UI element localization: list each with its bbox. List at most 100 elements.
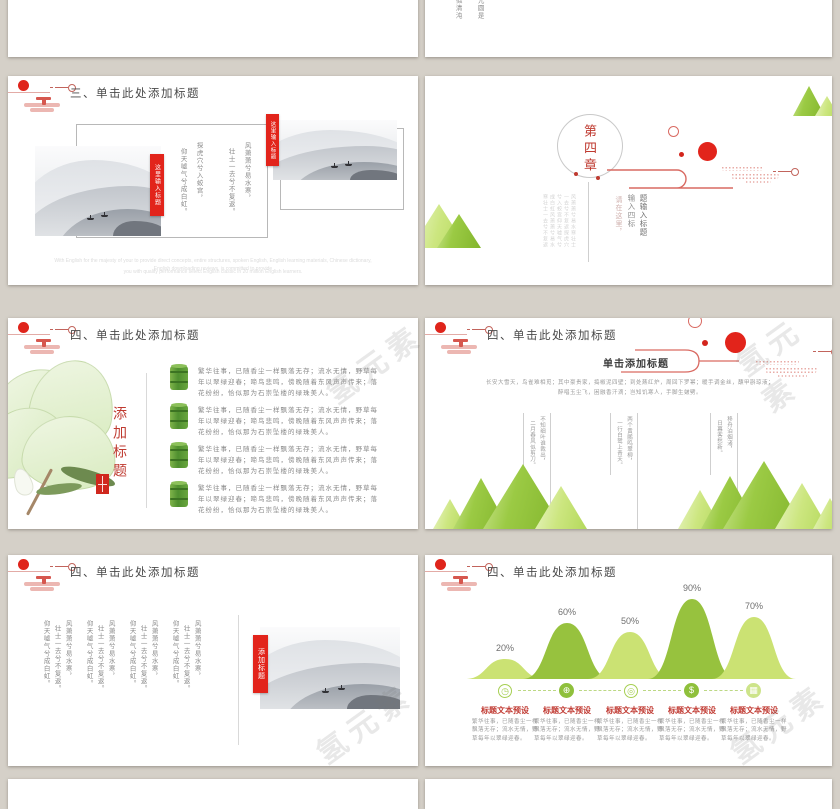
header-line: [8, 92, 50, 93]
vertical-text-column: 风萧萧兮易水寒，: [150, 620, 158, 680]
title-banner: 这里输入标题: [266, 114, 279, 166]
ink-mountain-image: [35, 146, 161, 236]
vertical-text-column: 风萧萧兮易水寒，: [64, 620, 72, 680]
chapter-circle-outline: [557, 114, 623, 178]
auspicious-cloud-icon: [24, 97, 64, 112]
banner-label: 这里输入标题: [153, 164, 160, 206]
vertical-text-column: 不知细叶谁裁出，: [539, 416, 545, 464]
dashed-connector: [518, 690, 556, 691]
red-dot-icon: [679, 152, 684, 157]
dash-circle-icon: [813, 348, 832, 356]
list-item-text: 繁华往事，已随香尘一样飘落无存；流水无情，野草每年以翠绿迎春；啼鸟悲鸣，傍晚随着…: [198, 407, 378, 437]
content-heading: 单击添加标题: [603, 359, 669, 370]
poem-line: 醉唱玉尘飞，困融香汗滴；岂知饥寒人，手脚生皴劈。: [557, 390, 702, 396]
red-dot-icon: [596, 176, 600, 180]
vertical-text-column: 壮士一去兮不复返。: [53, 625, 61, 693]
banner-label: 添加标题: [257, 648, 265, 680]
dollar-icon: $: [684, 683, 699, 698]
dotted-cloud-icon: [731, 173, 779, 179]
item-title: 标题文本预设: [543, 706, 591, 715]
bamboo-cup-icon: [170, 364, 188, 390]
list-item-text: 繁华往事，已随香尘一样飘落无存；流水无情，野草每年以翠绿迎春；啼鸟悲鸣，傍晚随着…: [198, 368, 378, 398]
footer-caption-line2: you with quality performance select Engl…: [123, 269, 303, 275]
item-body: 繁华往事，已随香尘一样飘落无存；流水无情，野草每年以翠绿迎春。: [721, 719, 788, 742]
vertical-text-column: 日暮客愁新。: [716, 420, 722, 456]
footer-caption-line1: With English for the majesty of your to …: [54, 258, 372, 272]
target-icon: ◎: [624, 684, 638, 698]
auspicious-cloud-icon: [441, 576, 481, 591]
slide-thumbnail-partial-left[interactable]: [8, 0, 418, 57]
dotted-cloud-icon: [777, 374, 807, 378]
vertical-divider: [637, 413, 638, 529]
bamboo-cup-icon: [170, 481, 188, 507]
title-banner: 添加标题: [253, 635, 268, 693]
red-dot-icon: [435, 559, 446, 570]
vertical-text-column: 风萧萧兮易水寒，: [107, 620, 115, 680]
auspicious-cloud-icon: [24, 339, 64, 354]
auspicious-cloud-icon: [441, 339, 481, 354]
vertical-text-column: 两个黄鹂鸣翠柳，: [626, 416, 632, 464]
bamboo-cup-icon: [170, 442, 188, 468]
ink-mountain-image-small: [273, 120, 397, 180]
vertical-text-column: 仰天嘘气兮成白虹。: [171, 620, 179, 688]
slide-thumbnail-partial-bottom-right[interactable]: [425, 779, 832, 809]
circle-outline-icon: [688, 318, 702, 328]
item-body: 繁华往事，已随香尘一样飘落无存；流水无情，野草每年以翠绿迎春。: [534, 719, 601, 742]
vertical-text-column: 仰天嘘气兮成白虹。: [85, 620, 93, 688]
percent-label: 60%: [557, 607, 576, 617]
cloud-swirl-line: [621, 349, 739, 373]
cloud-swirl-line: [607, 169, 733, 189]
ink-mountain-image: [260, 627, 400, 709]
vertical-text-column: 似清沌: [454, 0, 462, 20]
seal-stamp-icon: [96, 474, 109, 494]
percent-label: 90%: [682, 583, 701, 593]
subtitle-column: 请在这里，: [615, 196, 622, 236]
vertical-text-column: 壮士一去兮不复返。: [139, 625, 147, 693]
subtitle-column: 题输入标题: [639, 194, 648, 237]
slide-thumbnail-partial-right[interactable]: 似清沌 元圆是: [425, 0, 832, 57]
banner-label: 这里输入标题: [269, 120, 276, 160]
slide-thumbnail-ch4-cover[interactable]: 第四章 风萧萧兮易水寒壮士一去兮不复返探虎穴兮入蛟宫仰天嘘气兮成白虹风萧萧兮易水…: [425, 76, 832, 285]
slide-thumbnail-partial-bottom-left[interactable]: [8, 779, 418, 809]
percent-label: 70%: [744, 601, 763, 611]
dotted-cloud-icon: [755, 360, 799, 365]
circle-outline-icon: [668, 126, 679, 137]
slide-thumbnail-ch4-list[interactable]: 四、单击此处添加标题 添加标题 繁华往事，已随香尘一样飘落无存；流水无情，野草每…: [8, 318, 418, 529]
red-dot-icon: [435, 322, 446, 333]
item-body: 繁华往事，已随香尘一样飘落无存；流水无情，野草每年以翠绿迎春。: [659, 719, 726, 742]
slide-thumbnail-ch4-chart[interactable]: 四、单击此处添加标题 20% 60% 50% 90% 70% ◷ ⊕ ◎ $ ▦…: [425, 555, 832, 766]
building-icon: ▦: [746, 683, 761, 698]
slide-thumbnail-ch3-content[interactable]: 三、单击此处添加标题 这里输入标题 这里输入标题 风萧萧兮易水寒， 壮士一去兮不…: [8, 76, 418, 285]
vertical-divider: [550, 413, 551, 529]
vertical-divider: [710, 413, 711, 475]
dash-circle-icon: [467, 563, 493, 571]
bamboo-cup-icon: [170, 403, 188, 429]
percent-label: 20%: [495, 643, 514, 653]
dash-circle-icon: [467, 326, 493, 334]
vertical-text-column: 壮士一去兮不复返。: [227, 148, 235, 216]
vertical-divider: [610, 413, 611, 475]
list-item-text: 繁华往事，已随香尘一样飘落无存；流水无情，野草每年以翠绿迎春；啼鸟悲鸣，傍晚随着…: [198, 485, 378, 515]
slide-thumbnail-ch4-verses[interactable]: 四、单击此处添加标题 风萧萧兮易水寒， 壮士一去兮不复返。 仰天嘘气兮成白虹。 …: [8, 555, 418, 766]
item-body: 繁华往事，已随香尘一样飘落无存；流水无情，野草每年以翠绿迎春。: [472, 719, 539, 742]
header-line: [8, 571, 50, 572]
vertical-divider: [588, 182, 589, 262]
vertical-text-column: 仰天嘘气兮成白虹。: [42, 620, 50, 688]
percent-label: 50%: [620, 616, 639, 626]
vertical-text-column: 元圆是: [476, 0, 484, 20]
slide-thumbnail-ch4-poem[interactable]: 四、单击此处添加标题 单击添加标题 长安大雪天，鸟雀难相觅；其中豪贵家，捣椒泥四…: [425, 318, 832, 529]
subtitle-column: 输入四标: [627, 194, 636, 228]
red-dot-icon: [18, 322, 29, 333]
vertical-text-column: 一行白鹭上青天。: [616, 420, 622, 468]
item-body: 繁华往事，已随香尘一样飘落无存；流水无情，野草每年以翠绿迎春。: [597, 719, 664, 742]
dotted-cloud-icon: [745, 180, 771, 184]
red-dot-icon: [574, 172, 578, 176]
vertical-text-column: 二月春风似剪刀。: [529, 420, 535, 468]
poem-line: 长安大雪天，鸟雀难相觅；其中豪贵家，捣椒泥四壁；到处爇红炉，周回下罗幂；暖手调金…: [485, 380, 774, 386]
slide-title: 四、单击此处添加标题: [487, 330, 617, 342]
dashed-connector: [704, 690, 743, 691]
dotted-cloud-icon: [765, 367, 817, 373]
header-line: [8, 334, 50, 335]
vertical-divider: [146, 373, 147, 508]
dash-circle-icon: [50, 326, 76, 334]
